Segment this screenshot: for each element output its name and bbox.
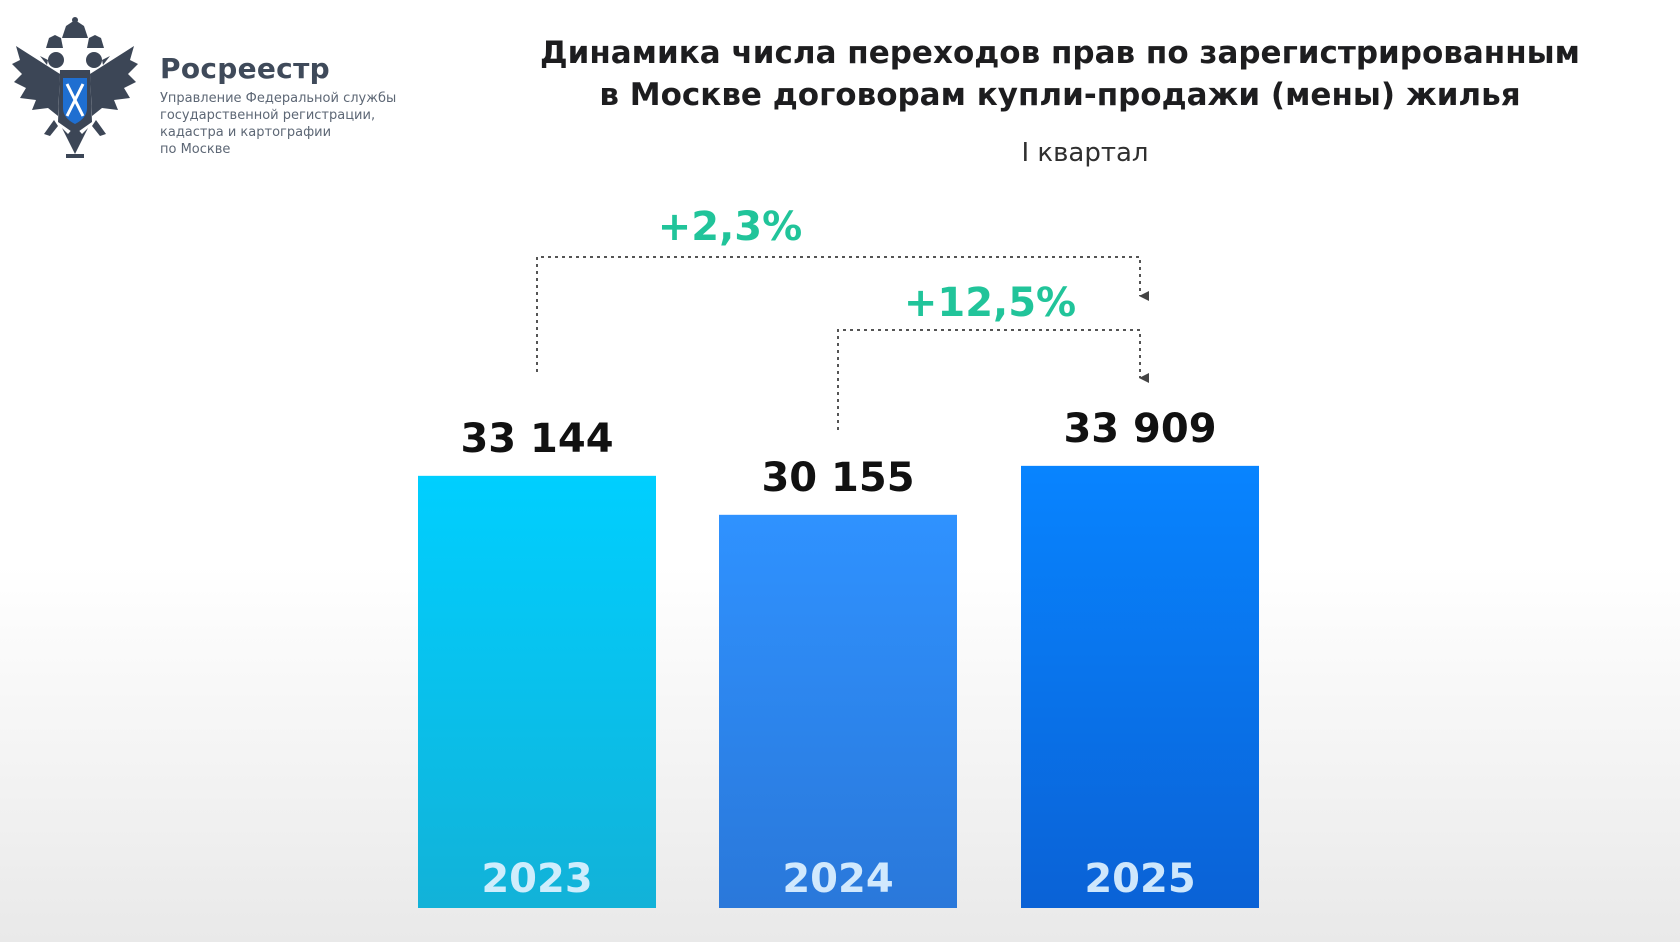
brand-desc-line: государственной регистрации, — [160, 108, 376, 123]
brand-name: Росреестр — [160, 52, 330, 85]
brand-desc-line: по Москве — [160, 142, 231, 157]
growth-label-2024-2025: +12,5% — [904, 280, 1076, 326]
growth-bracket-2023-2025 — [536, 256, 1149, 372]
growth-label-2023-2025: +2,3% — [658, 204, 802, 250]
chart-title-line-1: Динамика числа переходов прав по зарегис… — [540, 35, 1580, 71]
brand-desc-line: кадастра и картографии — [160, 125, 332, 140]
eagle-emblem-icon — [12, 17, 138, 158]
chart-title-line-2: в Москве договорам купли-продажи (мены) … — [599, 77, 1521, 113]
bar-2024 — [719, 514, 957, 908]
growth-bracket-2024-2025 — [837, 329, 1149, 430]
category-label-2024: 2024 — [782, 856, 893, 902]
value-label-2025: 33 909 — [1063, 406, 1216, 452]
bar-2023 — [418, 475, 656, 908]
value-label-2023: 33 144 — [460, 416, 613, 462]
category-label-2023: 2023 — [481, 856, 592, 902]
brand-description: Управление Федеральной службы государств… — [160, 90, 440, 158]
rosreestr-logo: Росреестр Управление Федеральной службы … — [10, 16, 440, 166]
value-label-2024: 30 155 — [761, 455, 914, 501]
category-label-2025: 2025 — [1084, 856, 1195, 902]
chart-subtitle: I квартал — [1021, 138, 1149, 168]
bar-2025 — [1021, 465, 1259, 908]
brand-desc-line: Управление Федеральной службы — [160, 91, 397, 106]
